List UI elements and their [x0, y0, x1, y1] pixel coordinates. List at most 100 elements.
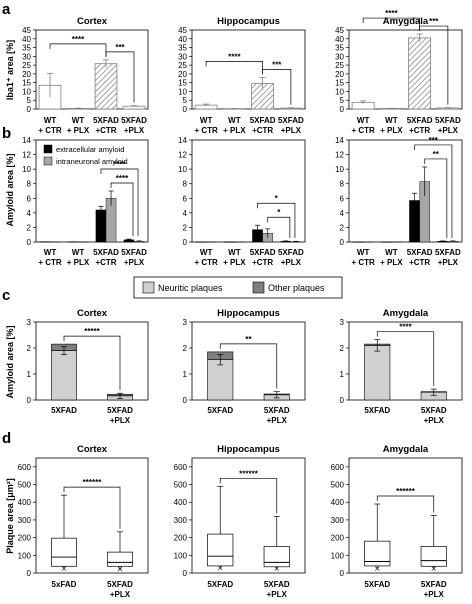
category-label: +PLX [424, 416, 445, 425]
significance-label: *** [429, 17, 439, 26]
plot-frame [191, 139, 306, 243]
significance-label: **** [116, 174, 129, 183]
chart-title: Amygdala [383, 16, 429, 27]
y-tick-label: 500 [18, 481, 32, 490]
box-mean-marker [218, 565, 223, 571]
category-label: 5XFAD [435, 248, 461, 257]
significance-label: **** [385, 9, 398, 18]
y-tick-label: 0 [340, 105, 345, 114]
chart-title: Hippocampus [217, 444, 280, 455]
box [420, 546, 447, 567]
y-axis-label: Amyloid area [%] [5, 325, 15, 398]
y-tick-label: 14 [335, 136, 344, 145]
significance-bracket [219, 343, 278, 389]
y-tick-label: 10 [178, 87, 187, 96]
bar [94, 63, 118, 110]
y-tick-label: 3 [27, 318, 32, 327]
y-tick-label: 25 [178, 61, 187, 70]
box [263, 546, 290, 568]
legend-swatch-other [252, 281, 265, 294]
y-tick-label: 600 [174, 463, 188, 472]
y-tick-label: 0 [183, 238, 188, 247]
chart-title: Cortex [77, 16, 108, 27]
category-label: 5XFAD [93, 248, 119, 257]
box-mean-marker [375, 566, 380, 571]
bar [391, 241, 402, 243]
significance-label: ** [245, 335, 252, 344]
y-tick-label: 10 [22, 87, 31, 96]
y-axis-label: Amyloid area [%] [5, 153, 15, 226]
y-tick-label: 5 [27, 96, 32, 105]
category-label: WT [200, 116, 213, 125]
legend-swatch-intraneuronal [43, 156, 53, 166]
y-tick-label: 15 [335, 79, 344, 88]
bar [352, 241, 364, 243]
category-label: + PLX [380, 126, 403, 135]
category-label: 5XFAD [278, 116, 304, 125]
category-label: WT [228, 248, 241, 257]
legend-b: extracellular amyloid intraneuronal amyl… [43, 144, 128, 166]
y-tick-label: 2 [183, 223, 188, 232]
category-label: + CTR [351, 258, 375, 267]
bar [224, 241, 235, 243]
significance-label: ***** [84, 327, 100, 336]
legend-c: Neuritic plaques Other plaques [133, 276, 343, 299]
bar [77, 241, 89, 243]
panel-letter-d: d [2, 430, 11, 447]
category-label: +PLX [438, 126, 459, 135]
significance-label: *** [115, 43, 125, 52]
y-tick-label: 1 [27, 370, 32, 379]
significance-bracket [362, 17, 420, 32]
significance-bracket [419, 25, 449, 105]
bar [205, 241, 217, 243]
plot-frame [348, 457, 463, 574]
bar [67, 241, 79, 243]
significance-bracket [105, 51, 135, 103]
plot-frame [348, 139, 463, 243]
y-tick-label: 0 [340, 396, 345, 405]
box [207, 533, 234, 567]
category-label: +PLX [438, 258, 459, 267]
plot-frame [348, 321, 463, 401]
y-tick-label: 0 [183, 396, 188, 405]
y-tick-label: 400 [331, 498, 345, 507]
category-label: +CTR [252, 258, 273, 267]
y-tick-label: 6 [183, 194, 188, 203]
y-tick-label: 15 [22, 79, 31, 88]
category-label: + CTR [38, 258, 62, 267]
category-label: 5XFAD [207, 580, 233, 589]
bar [95, 209, 107, 243]
bar [362, 241, 374, 243]
y-tick-label: 3 [183, 318, 188, 327]
significance-bracket [376, 495, 435, 513]
y-tick-label: 6 [27, 194, 32, 203]
chart-title: Amygdala [383, 444, 429, 455]
legend-swatch-neuritic [142, 281, 155, 294]
category-label: 5XFAD [435, 116, 461, 125]
y-tick-label: 35 [178, 44, 187, 53]
box-mean-marker [61, 566, 67, 571]
category-label: 5XFAD [407, 248, 433, 257]
significance-label: *** [429, 136, 439, 145]
significance-label: **** [113, 160, 126, 169]
significance-bracket [262, 69, 292, 105]
significance-label: * [277, 208, 281, 217]
category-label: 5XFAD [278, 248, 304, 257]
y-tick-label: 10 [22, 165, 31, 174]
y-tick-label: 200 [331, 534, 345, 543]
y-tick-label: 20 [22, 70, 31, 79]
significance-label: ****** [83, 478, 103, 487]
chart-title: Hippocampus [217, 308, 280, 319]
y-tick-label: 100 [18, 551, 32, 560]
significance-bracket [414, 144, 453, 238]
plot-frame [35, 321, 149, 401]
y-tick-label: 5 [340, 96, 345, 105]
category-label: 5XFAD [264, 580, 290, 589]
category-label: 5XFAD [364, 580, 390, 589]
bar [381, 241, 392, 243]
bar [49, 241, 61, 243]
category-label: 5XFAD [407, 116, 433, 125]
